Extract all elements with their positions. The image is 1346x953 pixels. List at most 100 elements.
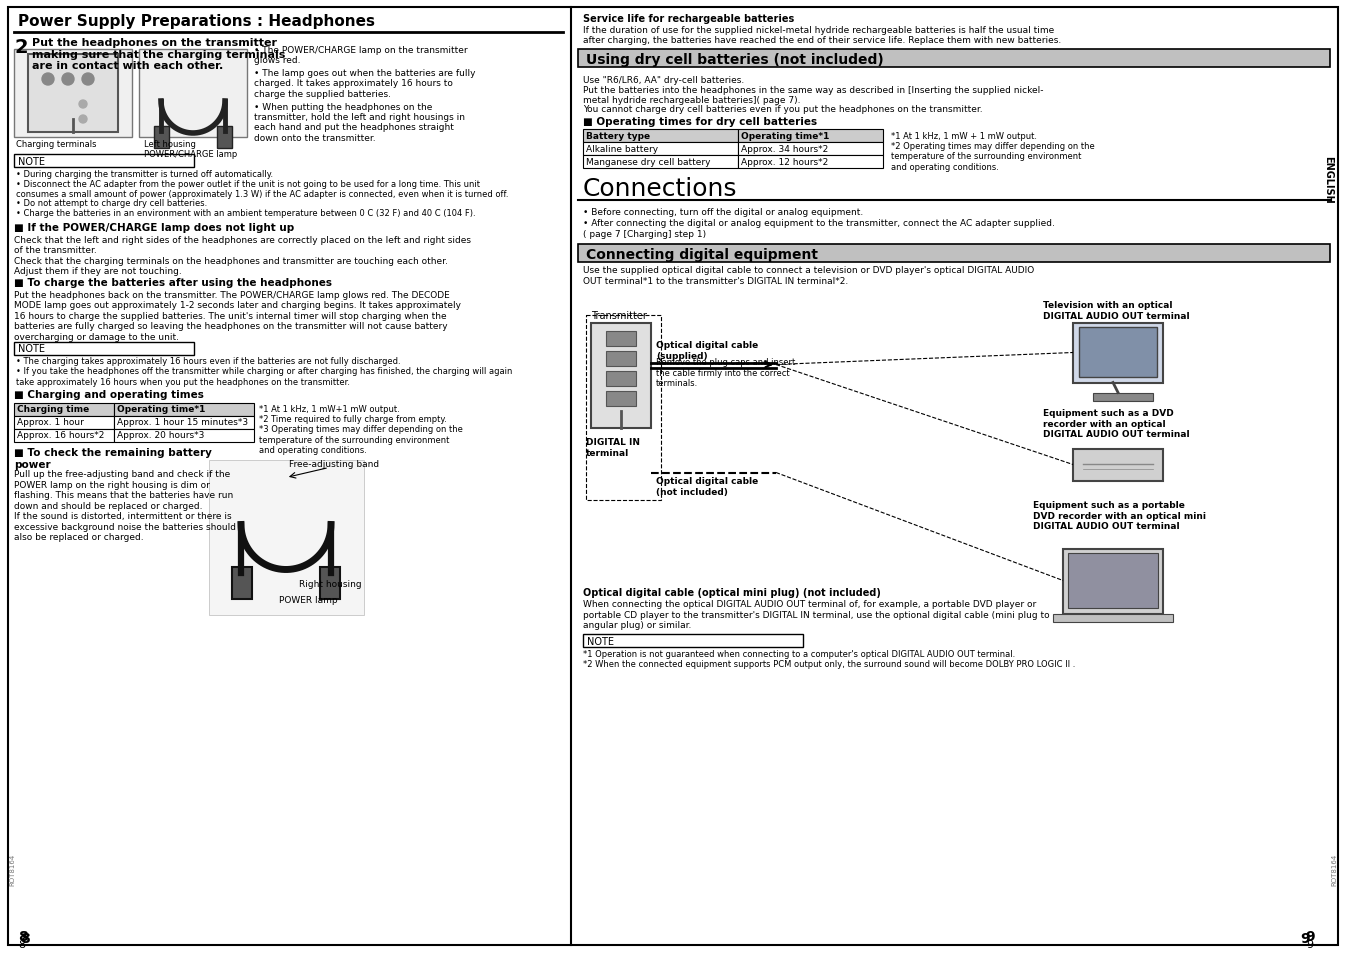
Text: 9: 9 [1307, 939, 1314, 949]
Bar [13, 154, 194, 168]
Bar [738, 130, 883, 143]
Bar [606, 351, 637, 366]
Text: Free-adjusting band: Free-adjusting band [289, 460, 380, 469]
Bar [1073, 323, 1163, 383]
Bar [13, 50, 132, 138]
Bar [114, 403, 254, 416]
Circle shape [62, 74, 74, 86]
Text: Approx. 20 hours*3: Approx. 20 hours*3 [117, 431, 205, 440]
Bar [606, 371, 637, 386]
Text: ROT8164: ROT8164 [9, 853, 15, 885]
Text: 9: 9 [1300, 931, 1310, 945]
Bar [577, 50, 1330, 68]
Text: ROT8164: ROT8164 [1331, 853, 1337, 885]
Bar [114, 429, 254, 442]
Text: • If you take the headphones off the transmitter while charging or after chargin: • If you take the headphones off the tra… [16, 367, 513, 387]
Text: • The lamp goes out when the batteries are fully
charged. It takes approximately: • The lamp goes out when the batteries a… [254, 69, 475, 99]
Text: ■ To check the remaining battery
power: ■ To check the remaining battery power [13, 448, 211, 470]
Text: Optical digital cable
(not included): Optical digital cable (not included) [656, 477, 758, 497]
Text: You cannot charge dry cell batteries even if you put the headphones on the trans: You cannot charge dry cell batteries eve… [583, 105, 983, 113]
Text: Put the headphones back on the transmitter. The POWER/CHARGE lamp glows red. The: Put the headphones back on the transmitt… [13, 291, 460, 341]
Text: Operating time*1: Operating time*1 [117, 405, 206, 414]
Text: *1 At 1 kHz, 1 mW+1 mW output.: *1 At 1 kHz, 1 mW+1 mW output. [258, 405, 400, 414]
Bar [320, 567, 341, 598]
Text: Optical digital cable
(supplied): Optical digital cable (supplied) [656, 341, 758, 360]
Text: When connecting the optical DIGITAL AUDIO OUT terminal of, for example, a portab: When connecting the optical DIGITAL AUDI… [583, 599, 1050, 630]
Text: ■ Charging and operating times: ■ Charging and operating times [13, 390, 203, 400]
Bar [583, 635, 804, 647]
Text: Put the batteries into the headphones in the same way as described in [Inserting: Put the batteries into the headphones in… [583, 86, 1043, 105]
Text: Equipment such as a portable
DVD recorder with an optical mini
DIGITAL AUDIO OUT: Equipment such as a portable DVD recorde… [1032, 501, 1206, 531]
Text: If the duration of use for the supplied nickel-metal hydride rechargeable batter: If the duration of use for the supplied … [583, 26, 1061, 46]
Bar [738, 143, 883, 156]
Bar [583, 130, 738, 143]
Text: NOTE: NOTE [17, 157, 44, 167]
Bar [13, 416, 114, 429]
Bar [1073, 449, 1163, 481]
Text: Service life for rechargeable batteries: Service life for rechargeable batteries [583, 14, 794, 24]
Bar [232, 567, 252, 598]
Text: NOTE: NOTE [587, 637, 614, 646]
Text: Battery type: Battery type [586, 132, 650, 141]
Text: *2 Operating times may differ depending on the
temperature of the surrounding en: *2 Operating times may differ depending … [891, 142, 1094, 172]
Text: Right housing: Right housing [299, 579, 362, 589]
Circle shape [79, 101, 87, 109]
Text: Operating time*1: Operating time*1 [742, 132, 829, 141]
Text: *3 Operating times may differ depending on the
temperature of the surrounding en: *3 Operating times may differ depending … [258, 425, 463, 455]
Text: POWER lamp: POWER lamp [279, 596, 338, 605]
Text: Approx. 16 hours*2: Approx. 16 hours*2 [17, 431, 105, 440]
Text: Charging time: Charging time [17, 405, 89, 414]
Bar [577, 244, 1330, 262]
Text: 9: 9 [1306, 929, 1315, 943]
Text: Remove the plug caps and insert
the cable firmly into the correct
terminals.: Remove the plug caps and insert the cabl… [656, 358, 795, 388]
Bar [586, 315, 661, 500]
Text: Approx. 1 hour 15 minutes*3: Approx. 1 hour 15 minutes*3 [117, 418, 248, 427]
Bar [1093, 393, 1154, 401]
Text: 8: 8 [17, 929, 28, 943]
Circle shape [42, 74, 54, 86]
Text: Approx. 34 hours*2: Approx. 34 hours*2 [742, 145, 828, 153]
Text: Connecting digital equipment: Connecting digital equipment [586, 247, 818, 261]
Text: Equipment such as a DVD
recorder with an optical
DIGITAL AUDIO OUT terminal: Equipment such as a DVD recorder with an… [1043, 409, 1190, 438]
Bar [209, 460, 363, 615]
Text: • Charge the batteries in an environment with an ambient temperature between 0 C: • Charge the batteries in an environment… [16, 209, 475, 218]
Text: ■ If the POWER/CHARGE lamp does not light up: ■ If the POWER/CHARGE lamp does not ligh… [13, 223, 295, 233]
Text: • Do not attempt to charge dry cell batteries.: • Do not attempt to charge dry cell batt… [16, 199, 207, 208]
Text: Transmitter: Transmitter [591, 312, 647, 321]
Text: Approx. 12 hours*2: Approx. 12 hours*2 [742, 158, 828, 167]
Text: *1 At 1 kHz, 1 mW + 1 mW output.: *1 At 1 kHz, 1 mW + 1 mW output. [891, 132, 1036, 141]
Bar [114, 416, 254, 429]
Bar [606, 391, 637, 406]
Text: *1 Operation is not guaranteed when connecting to a computer's optical DIGITAL A: *1 Operation is not guaranteed when conn… [583, 649, 1015, 659]
Text: Alkaline battery: Alkaline battery [586, 145, 658, 153]
Bar [13, 403, 114, 416]
Text: • The POWER/CHARGE lamp on the transmitter
glows red.: • The POWER/CHARGE lamp on the transmitt… [254, 46, 467, 66]
Bar [139, 50, 248, 138]
Text: • After connecting the digital or analog equipment to the transmitter, connect t: • After connecting the digital or analog… [583, 219, 1055, 238]
Bar [13, 429, 114, 442]
Text: Power Supply Preparations : Headphones: Power Supply Preparations : Headphones [17, 14, 376, 29]
Text: • During charging the transmitter is turned off automatically.: • During charging the transmitter is tur… [16, 170, 273, 179]
Text: • When putting the headphones on the
transmitter, hold the left and right housin: • When putting the headphones on the tra… [254, 102, 464, 143]
Text: Approx. 1 hour: Approx. 1 hour [17, 418, 83, 427]
Circle shape [82, 74, 94, 86]
Bar [583, 143, 738, 156]
Text: Connections: Connections [583, 177, 738, 201]
Text: Manganese dry cell battery: Manganese dry cell battery [586, 158, 711, 167]
Circle shape [79, 116, 87, 124]
Text: ■ Operating times for dry cell batteries: ■ Operating times for dry cell batteries [583, 117, 817, 127]
Text: Use "R6/LR6, AA" dry-cell batteries.: Use "R6/LR6, AA" dry-cell batteries. [583, 76, 744, 85]
Bar [217, 127, 232, 149]
Text: Optical digital cable (optical mini plug) (not included): Optical digital cable (optical mini plug… [583, 588, 880, 598]
Text: ■ To charge the batteries after using the headphones: ■ To charge the batteries after using th… [13, 277, 332, 288]
Text: • Before connecting, turn off the digital or analog equipment.: • Before connecting, turn off the digita… [583, 208, 863, 216]
Bar [583, 156, 738, 169]
Text: ENGLISH: ENGLISH [1323, 156, 1333, 204]
Text: Television with an optical
DIGITAL AUDIO OUT terminal: Television with an optical DIGITAL AUDIO… [1043, 301, 1190, 320]
Bar [591, 323, 651, 428]
Text: Check that the left and right sides of the headphones are correctly placed on th: Check that the left and right sides of t… [13, 235, 471, 276]
Text: Pull up the free-adjusting band and check if the
POWER lamp on the right housing: Pull up the free-adjusting band and chec… [13, 470, 236, 541]
Text: *2 Time required to fully charge from empty.: *2 Time required to fully charge from em… [258, 416, 447, 424]
Text: NOTE: NOTE [17, 344, 44, 355]
Bar [1053, 614, 1172, 622]
